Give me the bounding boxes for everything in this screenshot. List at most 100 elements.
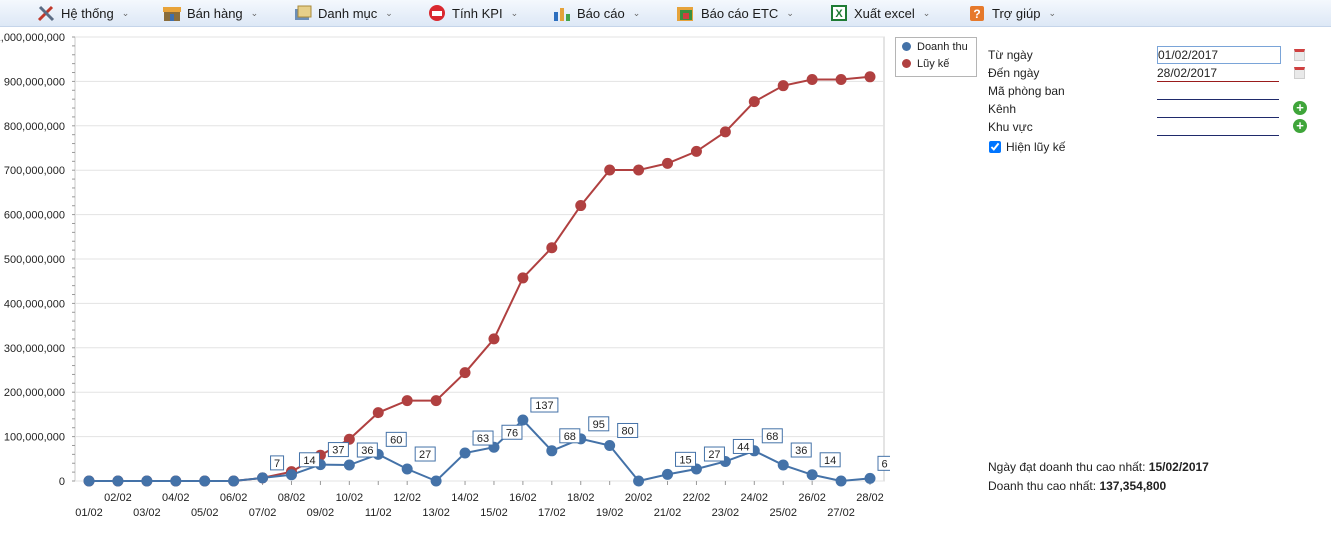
channel-input[interactable] [1157, 100, 1279, 118]
data-label: 6 [881, 458, 887, 470]
menu-item-excel[interactable]: X Xuất excel ⌄ [823, 0, 936, 26]
region-input[interactable] [1157, 118, 1279, 136]
y-tick-label: 700,000,000 [4, 165, 65, 177]
data-label: 76 [506, 427, 518, 439]
to-date-input[interactable] [1157, 64, 1279, 82]
x-tick-label: 06/02 [220, 492, 248, 504]
data-label-box [732, 438, 754, 454]
x-tick-label: 22/02 [683, 492, 711, 504]
data-point [401, 463, 413, 475]
add-region-icon[interactable]: + [1293, 119, 1307, 133]
x-tick-label: 12/02 [393, 492, 421, 504]
x-tick-label: 10/02 [336, 492, 364, 504]
data-point [170, 475, 182, 487]
x-tick-label: 04/02 [162, 492, 190, 504]
data-label: 95 [593, 419, 605, 431]
data-label: 63 [477, 433, 489, 445]
menu-item-shop[interactable]: Bán hàng ⌄ [156, 0, 264, 26]
chevron-down-icon: ⌄ [510, 7, 519, 18]
chart-legend: Doanh thu Lũy kế [895, 37, 977, 77]
data-point [864, 472, 876, 484]
cumulative-checkbox[interactable] [989, 141, 1001, 153]
add-channel-icon[interactable]: + [1293, 101, 1307, 115]
menu-item-label: Hệ thống [61, 5, 114, 21]
data-label-box [501, 424, 523, 440]
y-tick-label: 600,000,000 [4, 210, 65, 222]
y-tick-label: 800,000,000 [4, 121, 65, 133]
shop-icon [162, 4, 182, 22]
data-label-box [703, 446, 725, 462]
x-tick-label: 09/02 [307, 507, 335, 519]
data-label: 27 [708, 449, 720, 461]
from-date-label: Từ ngày [988, 48, 1033, 62]
channel-row: Kênh + [988, 100, 1318, 118]
y-tick-label: 100,000,000 [4, 432, 65, 444]
peak-day-line: Ngày đạt doanh thu cao nhất: 15/02/2017 [988, 460, 1209, 479]
data-point [488, 333, 500, 345]
data-label-box [588, 416, 610, 432]
data-point [777, 80, 789, 92]
menu-item-label: Xuất excel [854, 5, 915, 21]
data-point [343, 459, 355, 471]
peak-revenue-label: Doanh thu cao nhất: [988, 479, 1097, 493]
x-tick-label: 07/02 [249, 507, 277, 519]
data-label-box [270, 455, 285, 471]
data-point [604, 164, 616, 176]
peak-day-value: 15/02/2017 [1148, 460, 1209, 474]
data-point [835, 475, 847, 487]
chevron-down-icon: ⌄ [922, 7, 931, 18]
menu-item-report-etc[interactable]: Báo cáo ETC ⌄ [670, 0, 800, 26]
peak-day-label: Ngày đạt doanh thu cao nhất: [988, 460, 1146, 474]
from-date-input[interactable] [1157, 46, 1281, 64]
menu-item-label: Tính KPI [452, 5, 503, 21]
data-label-box [472, 430, 494, 446]
data-label-box [617, 422, 639, 438]
x-tick-label: 18/02 [567, 492, 595, 504]
menu-item-help[interactable]: ? Trợ giúp ⌄ [961, 0, 1062, 26]
calendar-icon[interactable] [1294, 49, 1305, 61]
y-tick-label: 200,000,000 [4, 387, 65, 399]
menu-item-catalog[interactable]: Danh mục ⌄ [287, 0, 399, 26]
chevron-down-icon: ⌄ [1048, 7, 1057, 18]
catalog-icon [293, 4, 313, 22]
legend-item-luy-ke[interactable]: Lũy kế [896, 55, 976, 72]
y-tick-label: 500,000,000 [4, 254, 65, 266]
dept-input[interactable] [1157, 82, 1279, 100]
legend-item-doanh-thu[interactable]: Doanh thu [896, 38, 976, 55]
y-tick-label: 1,000,000,000 [0, 32, 65, 44]
region-label: Khu vực [988, 120, 1033, 134]
data-point [633, 475, 645, 487]
data-point [517, 414, 529, 426]
data-point [430, 395, 442, 407]
menu-item-kpi[interactable]: Tính KPI ⌄ [421, 0, 524, 26]
data-point [777, 459, 789, 471]
data-point [343, 433, 355, 445]
report-icon [552, 4, 572, 22]
x-tick-label: 25/02 [769, 507, 797, 519]
chevron-down-icon: ⌄ [385, 7, 393, 18]
menu-item-tools[interactable]: Hệ thống ⌄ [30, 0, 135, 26]
data-label: 27 [419, 449, 431, 461]
region-row: Khu vực + [988, 118, 1318, 136]
cumulative-toggle[interactable]: Hiện lũy kế [989, 140, 1065, 154]
to-date-label: Đến ngày [988, 66, 1040, 80]
chevron-down-icon: ⌄ [632, 7, 641, 18]
x-tick-label: 27/02 [827, 507, 855, 519]
data-point [257, 472, 269, 484]
kpi-icon [427, 4, 447, 22]
x-tick-label: 05/02 [191, 507, 219, 519]
data-point [604, 439, 616, 451]
data-point [141, 475, 153, 487]
menu-item-report[interactable]: Báo cáo ⌄ [546, 0, 646, 26]
help-icon: ? [967, 4, 987, 22]
x-tick-label: 08/02 [278, 492, 306, 504]
data-label: 137 [535, 400, 553, 412]
data-label: 14 [303, 455, 315, 467]
data-point [199, 475, 211, 487]
data-label: 68 [564, 431, 576, 443]
data-point [83, 475, 95, 487]
y-tick-label: 400,000,000 [4, 298, 65, 310]
x-tick-label: 13/02 [422, 507, 450, 519]
calendar-icon[interactable] [1294, 67, 1305, 79]
tools-icon [36, 4, 56, 22]
